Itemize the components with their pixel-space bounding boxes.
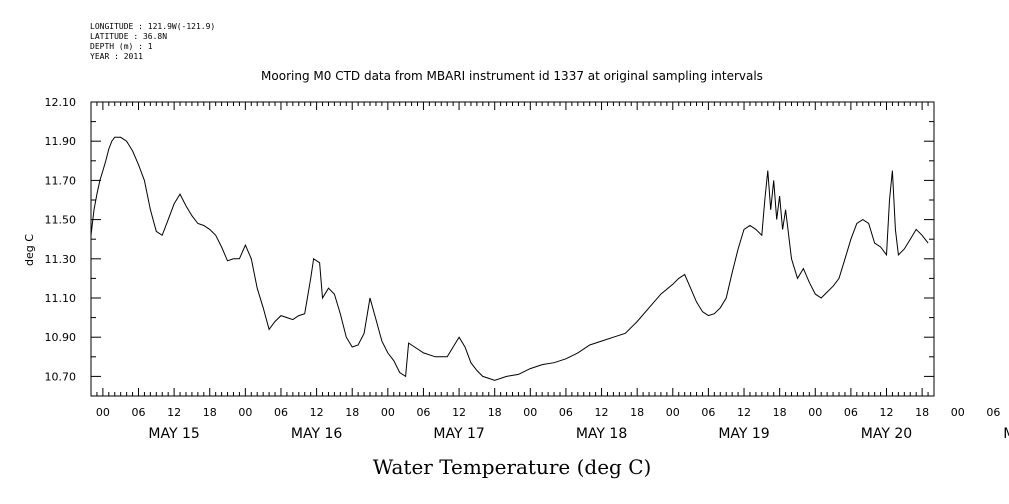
- x-tick-label: 18: [488, 406, 502, 419]
- station-metadata: LONGITUDE : 121.9W(-121.9) LATITUDE : 36…: [90, 22, 215, 62]
- y-axis: 10.70 10.90 11.10 11.30 11.50 11.70 11.90 12.10: [45, 96, 934, 383]
- y-tick-label: 10.70: [45, 370, 77, 383]
- x-tick-label: 18: [773, 406, 787, 419]
- x-tick-label: 00: [381, 406, 395, 419]
- y-tick-label: 10.90: [45, 331, 77, 344]
- x-tick-label: 00: [951, 406, 965, 419]
- x-tick-label: 06: [416, 406, 430, 419]
- y-tick-label: 11.10: [45, 292, 77, 305]
- x-tick-label: 12: [452, 406, 466, 419]
- x-day-label: MAY 21: [1003, 426, 1009, 442]
- x-day-label: MAY 19: [718, 426, 769, 442]
- series-line-0: [90, 136, 929, 381]
- x-axis-label: Water Temperature (deg C): [373, 455, 652, 479]
- x-axis: 00 06 12 18 00 06 12 18 00 06 12 18 00 06 12 18 00 06 12 18…: [90, 102, 1009, 442]
- x-tick-label: 06: [274, 406, 288, 419]
- series-layer: [90, 136, 929, 381]
- x-tick-label: 06: [131, 406, 145, 419]
- y-tick-label: 11.70: [45, 174, 77, 187]
- x-tick-label: 12: [880, 406, 894, 419]
- y-axis-label: deg C: [23, 234, 36, 266]
- x-day-label: MAY 16: [291, 426, 342, 442]
- x-tick-label: 00: [666, 406, 680, 419]
- x-day-label: MAY 17: [433, 426, 484, 442]
- x-tick-label: 18: [915, 406, 929, 419]
- x-day-label: MAY 20: [861, 426, 912, 442]
- depth-label: DEPTH (m) : 1: [90, 42, 153, 51]
- x-tick-label: 12: [737, 406, 751, 419]
- x-tick-label: 00: [523, 406, 537, 419]
- x-tick-label: 18: [203, 406, 217, 419]
- x-tick-label: 18: [345, 406, 359, 419]
- x-tick-label: 00: [808, 406, 822, 419]
- y-tick-label: 12.10: [45, 96, 77, 109]
- x-tick-label: 00: [238, 406, 252, 419]
- x-tick-label: 12: [595, 406, 609, 419]
- latitude-label: LATITUDE : 36.8N: [90, 32, 168, 41]
- x-tick-label: 06: [701, 406, 715, 419]
- x-tick-label: 18: [630, 406, 644, 419]
- y-tick-label: 11.50: [45, 214, 77, 227]
- x-tick-label: 12: [167, 406, 181, 419]
- y-tick-label: 11.30: [45, 253, 77, 266]
- x-tick-label: 12: [310, 406, 324, 419]
- x-tick-label: 00: [96, 406, 110, 419]
- year-label: YEAR : 2011: [90, 52, 143, 61]
- x-day-label: MAY 15: [148, 426, 199, 442]
- x-tick-label: 06: [844, 406, 858, 419]
- longitude-label: LONGITUDE : 121.9W(-121.9): [90, 22, 216, 31]
- x-tick-label: 06: [986, 406, 1000, 419]
- x-day-label: MAY 18: [576, 426, 627, 442]
- y-tick-label: 11.90: [45, 135, 77, 148]
- chart-title: Mooring M0 CTD data from MBARI instrumen…: [261, 69, 763, 83]
- plot-frame: [90, 101, 935, 397]
- x-tick-label: 06: [559, 406, 573, 419]
